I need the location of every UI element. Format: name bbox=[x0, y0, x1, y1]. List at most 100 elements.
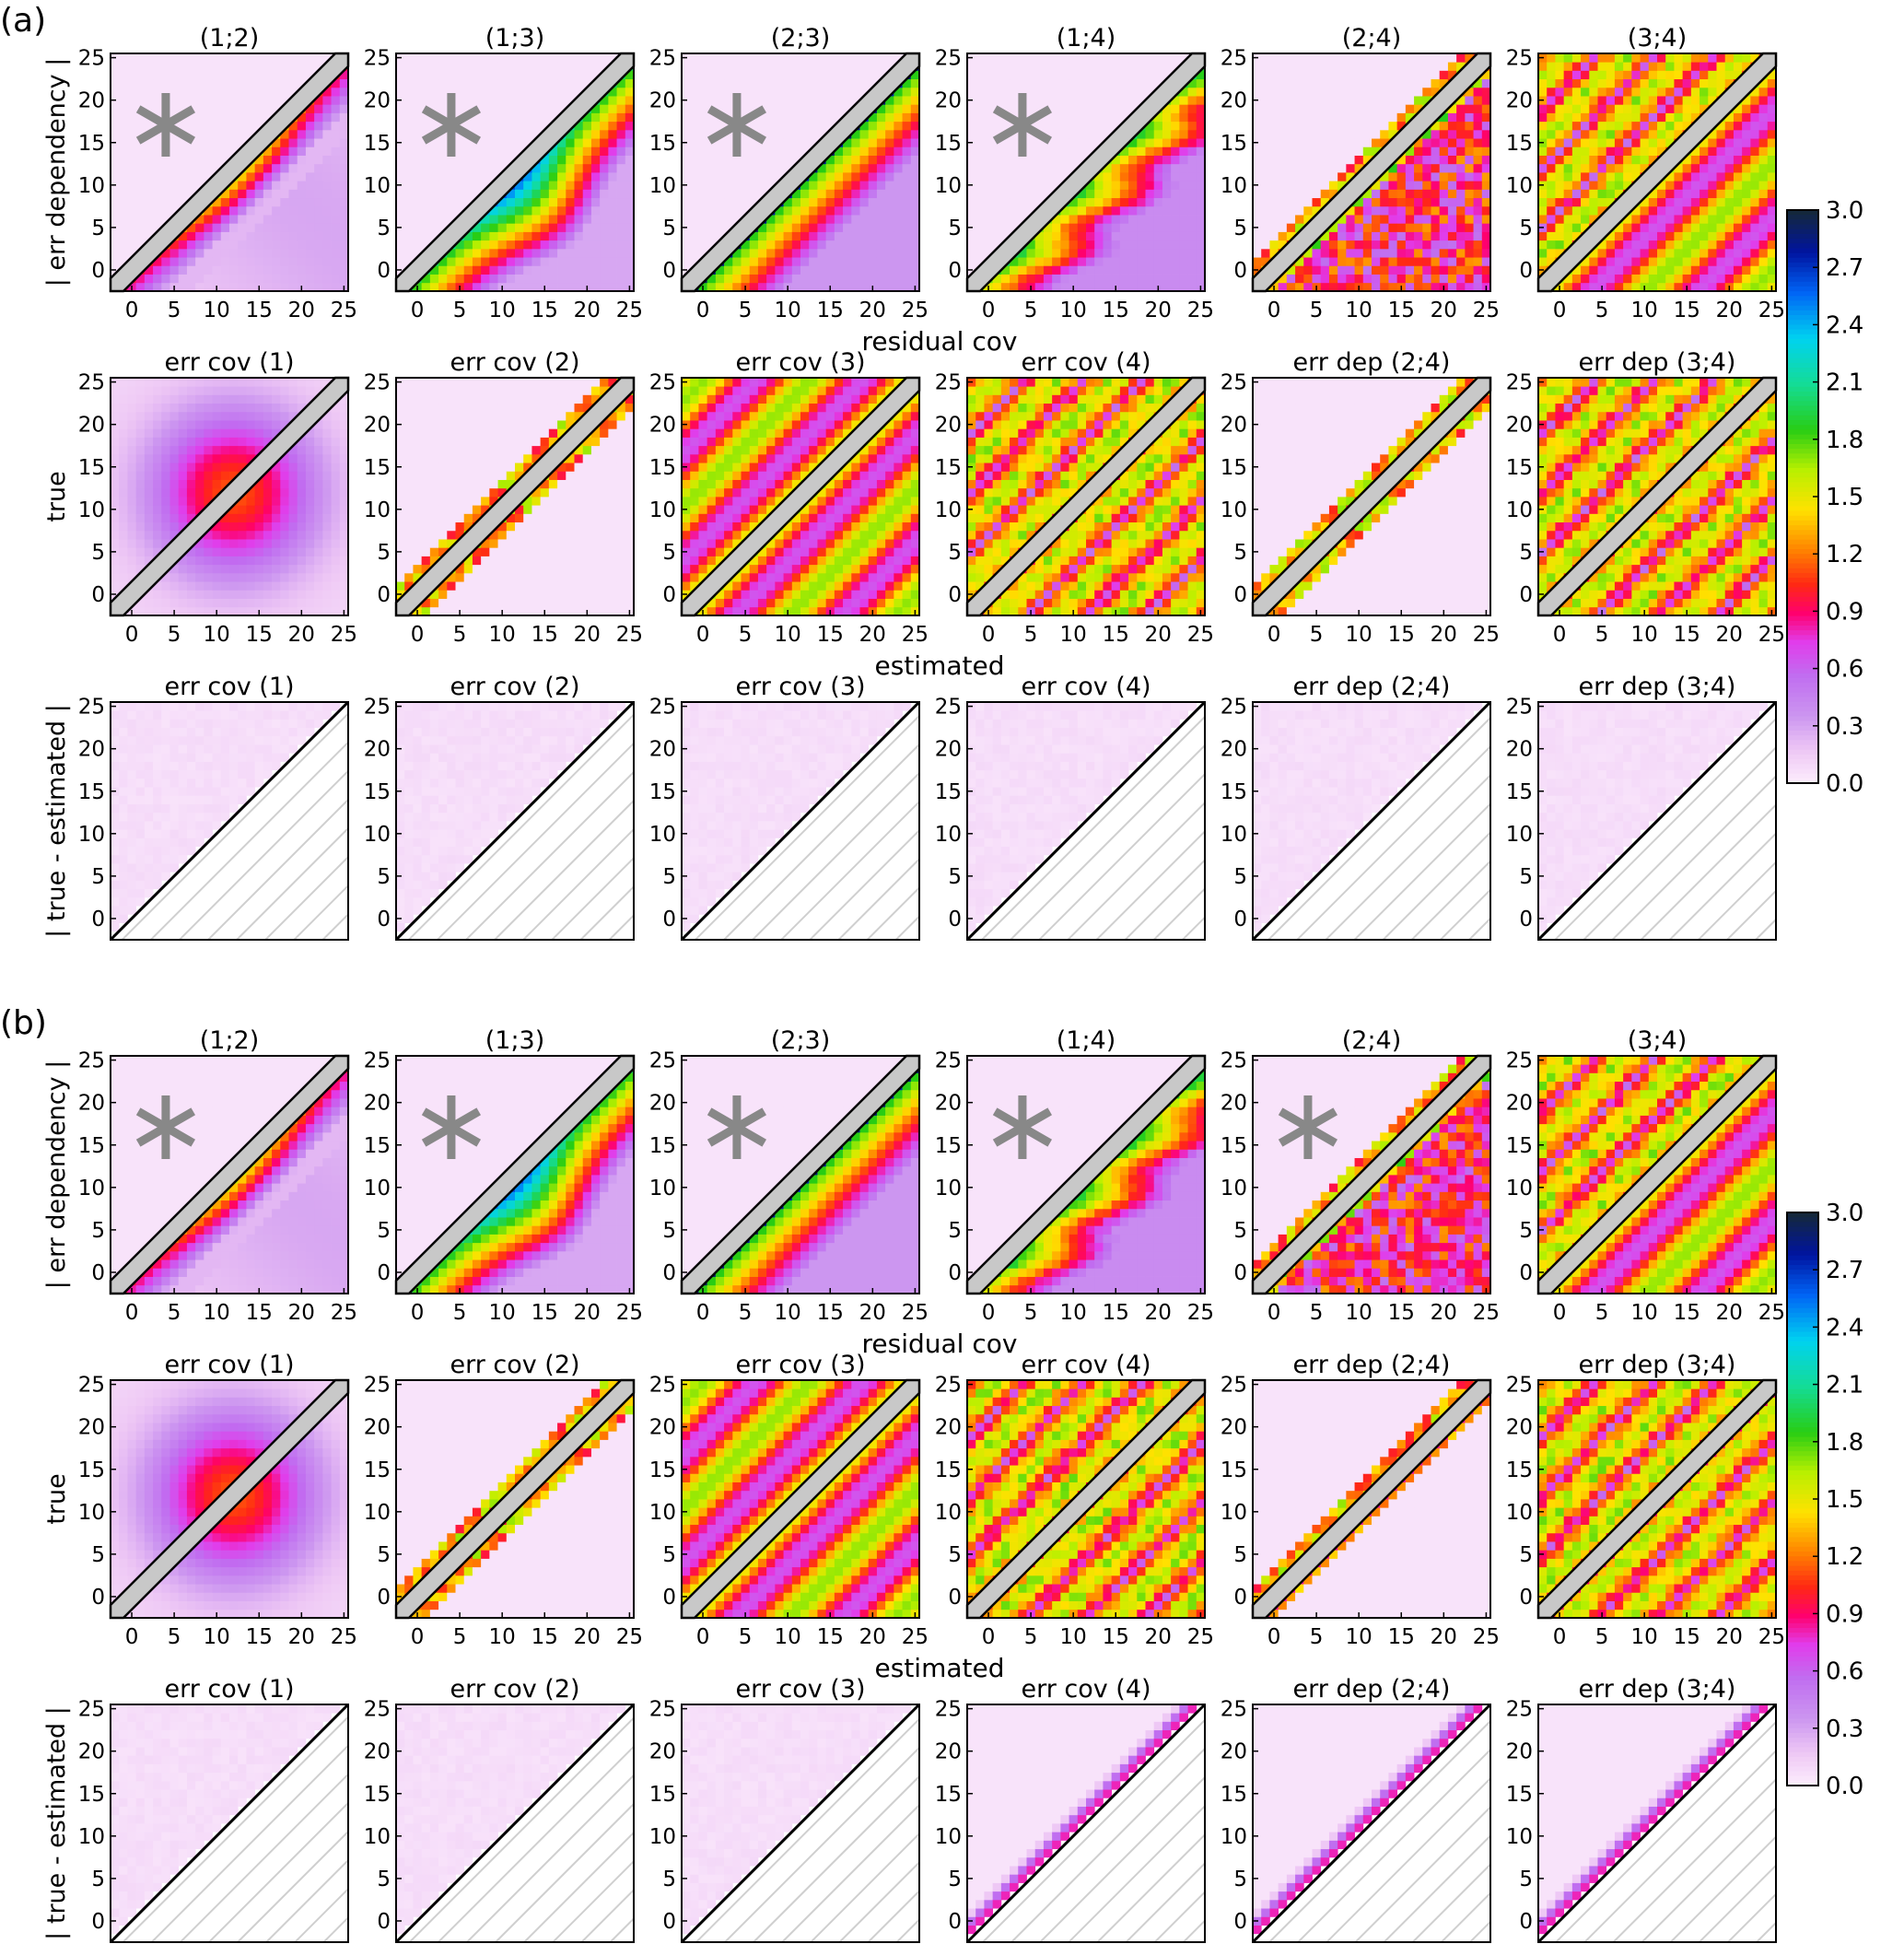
heatmap-cell bbox=[1303, 113, 1313, 123]
heatmap-cell bbox=[1103, 232, 1112, 241]
heatmap-cell bbox=[1768, 96, 1777, 105]
heatmap-cell bbox=[1313, 275, 1322, 284]
heatmap-cell bbox=[1128, 164, 1138, 173]
heatmap-cell bbox=[975, 240, 985, 250]
heatmap-cell bbox=[246, 172, 255, 182]
heatmap-cell bbox=[1313, 138, 1322, 147]
heatmap-cell bbox=[860, 138, 870, 147]
heatmap-cell bbox=[119, 505, 128, 514]
heatmap-cell bbox=[851, 181, 860, 190]
heatmap-cell bbox=[1538, 122, 1548, 131]
heatmap-cell bbox=[1448, 156, 1457, 165]
heatmap-cell bbox=[1171, 130, 1180, 139]
heatmap-cell bbox=[993, 53, 1002, 63]
heatmap-cell bbox=[1329, 104, 1338, 113]
heatmap-cell bbox=[1406, 70, 1415, 79]
heatmap-cell bbox=[1750, 240, 1759, 250]
heatmap-cell bbox=[1287, 53, 1296, 63]
heatmap-cell bbox=[340, 257, 349, 266]
heatmap-cell bbox=[1269, 62, 1279, 71]
heatmap-cell bbox=[1474, 122, 1483, 131]
heatmap-cell bbox=[967, 104, 976, 113]
heatmap-cell bbox=[800, 275, 810, 284]
heatmap-cell bbox=[792, 283, 801, 292]
heatmap-cell bbox=[541, 215, 550, 224]
heatmap-cell bbox=[119, 446, 128, 455]
heatmap-row: trueestimatederr cov (1)0055101015152020… bbox=[42, 348, 1785, 681]
heatmap-cell bbox=[1253, 70, 1262, 79]
heatmap-cell bbox=[843, 240, 852, 250]
heatmap-cell bbox=[690, 53, 699, 63]
heatmap-cell bbox=[967, 62, 976, 71]
heatmap-cell bbox=[1287, 104, 1296, 113]
heatmap-cell bbox=[1128, 215, 1138, 224]
heatmap-cell bbox=[566, 265, 575, 275]
heatmap-cell bbox=[204, 53, 213, 63]
heatmap-cell bbox=[1665, 53, 1675, 63]
heatmap-cell bbox=[1606, 156, 1616, 165]
heatmap-cell bbox=[1001, 206, 1010, 216]
heatmap-cell bbox=[213, 156, 222, 165]
heatmap-cell bbox=[1346, 240, 1355, 250]
heatmap-cell bbox=[1465, 113, 1474, 123]
heatmap-cell bbox=[1329, 283, 1338, 292]
heatmap-cell bbox=[1279, 53, 1288, 63]
heatmap-cell bbox=[1287, 189, 1296, 198]
heatmap-cell bbox=[481, 223, 490, 232]
heatmap-cell bbox=[1440, 206, 1449, 216]
heatmap-cell bbox=[229, 70, 239, 79]
heatmap-cell bbox=[1154, 265, 1163, 275]
heatmap-cell bbox=[1482, 113, 1491, 123]
heatmap-cell bbox=[153, 189, 162, 198]
heatmap-cell bbox=[1422, 70, 1431, 79]
heatmap-cell bbox=[1069, 249, 1079, 258]
heatmap-cell bbox=[625, 79, 635, 88]
heatmap-cell bbox=[280, 283, 289, 292]
heatmap-cell bbox=[322, 275, 332, 284]
heatmap-cell bbox=[1440, 172, 1449, 182]
heatmap-cell bbox=[1564, 122, 1573, 131]
heatmap-cell bbox=[1708, 232, 1717, 241]
heatmap-cell bbox=[111, 62, 120, 71]
heatmap-cell bbox=[1112, 275, 1121, 284]
heatmap-cell bbox=[1547, 104, 1556, 113]
heatmap-cell bbox=[1759, 122, 1769, 131]
heatmap-cell bbox=[1372, 53, 1381, 63]
heatmap-cell bbox=[422, 283, 431, 292]
heatmap-cell bbox=[1128, 257, 1138, 266]
heatmap-cell bbox=[507, 232, 516, 241]
heatmap-cell bbox=[975, 249, 985, 258]
heatmap-cell bbox=[111, 156, 120, 165]
heatmap-cell bbox=[204, 257, 213, 266]
heatmap-cell bbox=[1649, 113, 1658, 123]
heatmap-cell bbox=[1146, 232, 1155, 241]
heatmap-cell bbox=[758, 240, 767, 250]
heatmap-cell bbox=[894, 181, 903, 190]
heatmap-cell bbox=[742, 189, 751, 198]
heatmap-cell bbox=[1372, 113, 1381, 123]
heatmap-cell bbox=[903, 215, 912, 224]
heatmap-cell bbox=[1538, 164, 1548, 173]
heatmap-cell bbox=[1482, 146, 1491, 156]
heatmap-cell bbox=[1708, 198, 1717, 207]
y-tick-label: 10 bbox=[935, 174, 962, 198]
heatmap-cell bbox=[1103, 172, 1112, 182]
heatmap-cell bbox=[1440, 181, 1449, 190]
panel-a: (a)| err dependency |residual cov∗(1;2)0… bbox=[0, 2, 1785, 940]
heatmap-cell bbox=[1128, 265, 1138, 275]
heatmap-cell bbox=[229, 215, 239, 224]
heatmap-cell bbox=[1094, 283, 1104, 292]
heatmap-cell bbox=[1346, 275, 1355, 284]
heatmap-cell bbox=[127, 240, 136, 250]
heatmap-cell bbox=[464, 275, 473, 284]
heatmap-cell bbox=[851, 240, 860, 250]
heatmap-cell bbox=[1329, 257, 1338, 266]
heatmap-cell bbox=[119, 412, 128, 421]
heatmap-cell bbox=[575, 53, 584, 63]
heatmap-cell bbox=[1456, 104, 1466, 113]
heatmap-cell bbox=[809, 79, 818, 88]
heatmap-cell bbox=[1708, 88, 1717, 97]
heatmap-cell bbox=[851, 189, 860, 198]
heatmap-cell bbox=[1406, 283, 1415, 292]
heatmap-cell bbox=[1734, 232, 1743, 241]
